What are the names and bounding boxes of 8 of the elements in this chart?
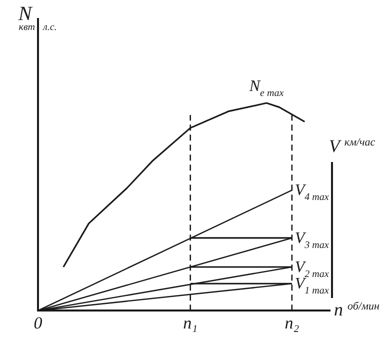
y2-axis-title: V км/час bbox=[328, 136, 376, 156]
x-tick-label: 0 bbox=[34, 313, 43, 332]
y-axis-title: N bbox=[17, 3, 34, 25]
x-axis-title: n об/мин bbox=[334, 300, 380, 320]
x-tick-label: n₁ bbox=[183, 313, 198, 332]
text: л.с. bbox=[42, 22, 57, 33]
text: квт bbox=[18, 22, 36, 33]
x-tick-label: n₂ bbox=[284, 313, 300, 332]
